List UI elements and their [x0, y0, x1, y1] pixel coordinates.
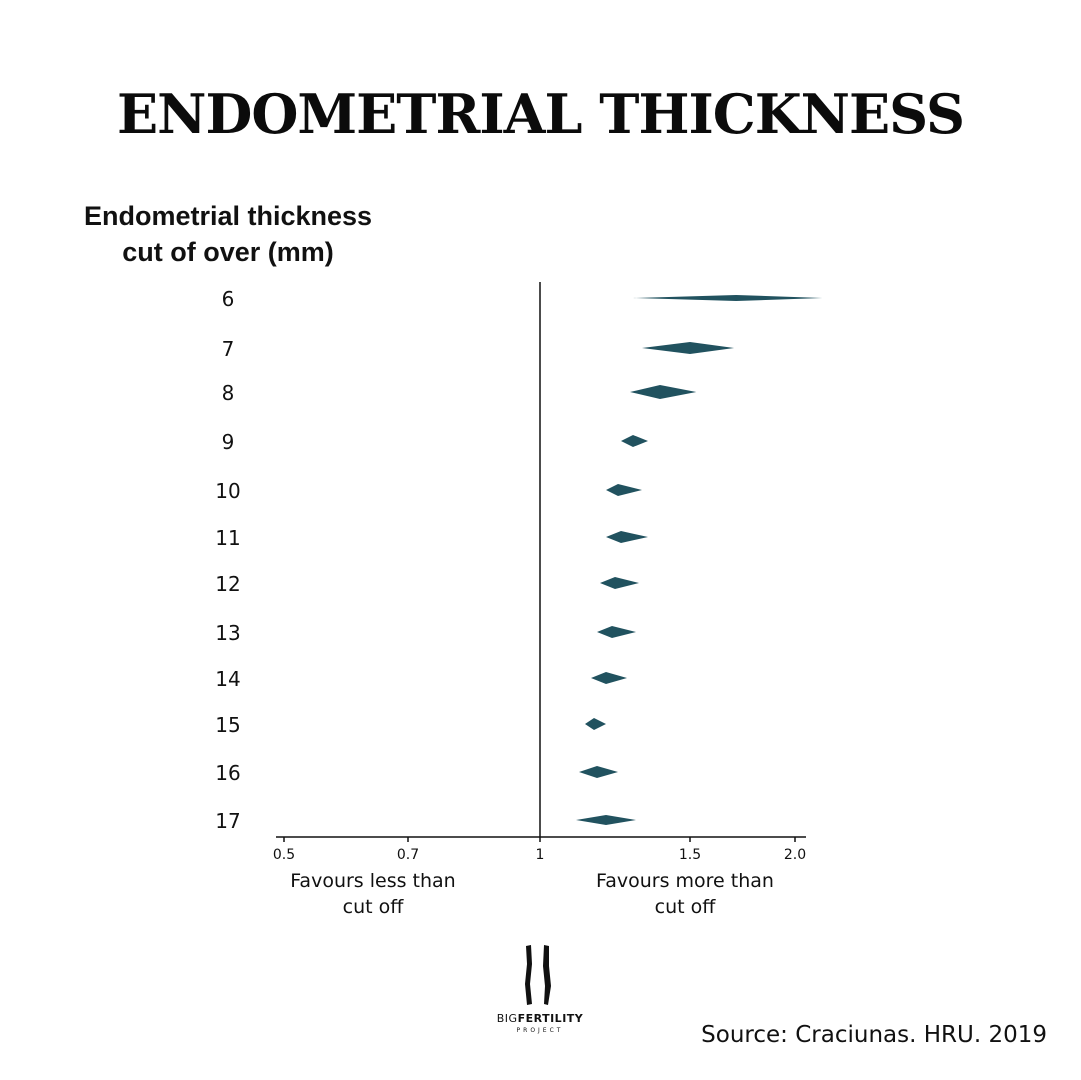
x-tick-label: 2.0 [784, 847, 806, 863]
estimate-diamond [606, 484, 642, 496]
category-label: 6 [222, 287, 235, 311]
category-label: 7 [222, 337, 235, 361]
estimate-diamond [621, 435, 648, 447]
category-label: 11 [215, 526, 240, 550]
category-label: 15 [215, 713, 240, 737]
estimate-diamond [633, 295, 823, 301]
x-tick-label: 0.7 [397, 847, 419, 863]
category-label: 17 [215, 809, 240, 833]
y-axis-label: Endometrial thickness cut of over (mm) [58, 198, 398, 270]
forest-plot: 0.5 0.7 1 1.5 2.0 6 7 8 9 10 11 12 13 14 15 16 17 [215, 282, 823, 863]
category-label: 13 [215, 621, 240, 645]
category-labels: 6 7 8 9 10 11 12 13 14 15 16 17 [215, 287, 240, 833]
x-tick-label: 0.5 [273, 847, 295, 863]
estimate-diamond [597, 626, 636, 638]
category-label: 8 [222, 381, 235, 405]
favours-more-line1: Favours more than [596, 870, 774, 892]
diamonds [576, 295, 823, 825]
estimate-diamond [630, 385, 697, 399]
estimate-diamond [585, 718, 606, 730]
favours-less-line1: Favours less than [290, 870, 456, 892]
category-label: 9 [222, 430, 235, 454]
y-axis-label-line1: Endometrial thickness [83, 201, 373, 231]
favours-more-label: Favours more than cut off [578, 868, 792, 920]
brand-logo: BIGFERTILITY PROJECT [484, 944, 596, 1034]
logo-word-fertility: FERTILITY [517, 1012, 584, 1025]
favours-more-line2: cut off [654, 896, 716, 918]
logo-mark-icon [525, 945, 551, 1005]
x-axis-ticks: 0.5 0.7 1 1.5 2.0 [273, 837, 806, 863]
category-label: 10 [215, 479, 240, 503]
category-label: 12 [215, 572, 240, 596]
y-axis-label-line2: cut of over (mm) [122, 237, 334, 267]
source-note: Source: Craciunas. HRU. 2019 [701, 1022, 1047, 1048]
logo-word-big: BIG [496, 1012, 518, 1025]
estimate-diamond [600, 577, 639, 589]
estimate-diamond [579, 766, 618, 778]
category-label: 16 [215, 761, 240, 785]
estimate-diamond [606, 531, 648, 543]
estimate-diamond [642, 342, 735, 354]
x-tick-label: 1.5 [679, 847, 701, 863]
logo-wordmark: BIGFERTILITY [484, 1012, 596, 1025]
favours-less-line2: cut off [342, 896, 404, 918]
chart-title: ENDOMETRIAL THICKNESS [116, 82, 965, 146]
logo-word-project: PROJECT [516, 1027, 564, 1034]
estimate-diamond [576, 815, 636, 825]
category-label: 14 [215, 667, 240, 691]
estimate-diamond [591, 672, 627, 684]
x-tick-label: 1 [536, 847, 545, 863]
favours-less-label: Favours less than cut off [268, 868, 478, 920]
